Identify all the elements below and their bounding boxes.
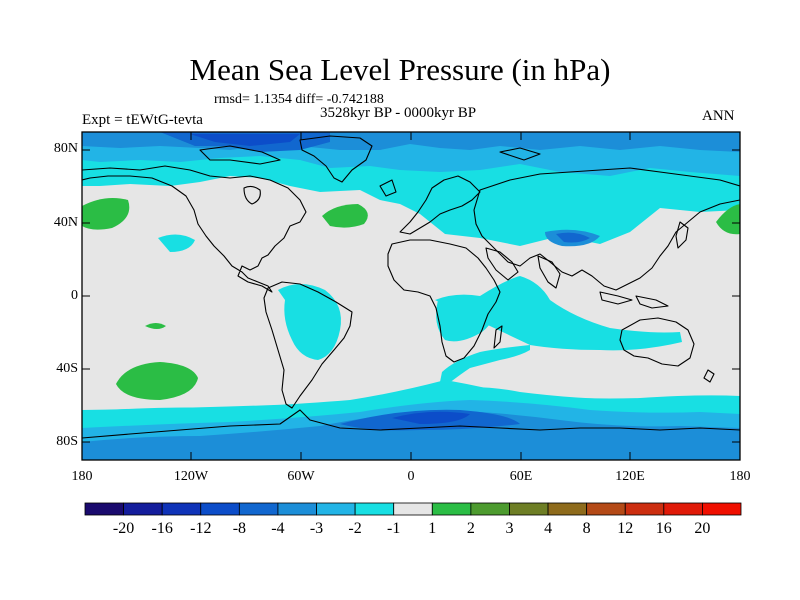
lat-label: 0 bbox=[71, 288, 78, 303]
colorbar-swatch bbox=[354, 502, 395, 516]
colorbar-swatch bbox=[161, 502, 202, 516]
colorbar-swatch bbox=[277, 502, 317, 516]
contour-region bbox=[556, 232, 590, 243]
coastline bbox=[619, 317, 695, 367]
colorbar-swatch bbox=[238, 502, 279, 516]
contour-region bbox=[278, 284, 341, 360]
coastline bbox=[703, 369, 715, 383]
contour-region bbox=[392, 411, 470, 424]
contour-region bbox=[116, 362, 198, 400]
colorbar-tick-label: -2 bbox=[348, 520, 362, 537]
colorbar-swatch bbox=[431, 502, 472, 516]
colorbar-swatch bbox=[624, 502, 665, 516]
stats-label: rmsd= 1.1354 diff= -0.742188 bbox=[214, 92, 384, 107]
lon-label: 60W bbox=[287, 469, 315, 484]
lon-label: 60E bbox=[509, 469, 533, 484]
coastline bbox=[485, 247, 519, 281]
contour-region bbox=[82, 410, 740, 460]
colorbar-swatch bbox=[663, 502, 703, 516]
coastline bbox=[243, 185, 261, 205]
coastline bbox=[675, 221, 689, 249]
colorbar-tick-label: 16 bbox=[655, 520, 672, 537]
coastline bbox=[493, 325, 503, 349]
lat-label: 40N bbox=[53, 215, 78, 230]
period-label: 3528kyr BP - 0000kyr BP bbox=[320, 105, 477, 121]
contour-region bbox=[436, 298, 494, 342]
colorbar-swatch bbox=[84, 502, 124, 516]
coastline bbox=[379, 179, 397, 197]
colorbar-tick-label: -3 bbox=[309, 520, 324, 537]
colorbar-swatch bbox=[200, 502, 240, 516]
contour-region bbox=[82, 198, 130, 230]
coastline bbox=[299, 135, 373, 183]
season-label: ANN bbox=[702, 108, 735, 124]
colorbar-tick-label: 8 bbox=[582, 520, 591, 537]
lon-label: 120E bbox=[615, 469, 645, 484]
contour-region bbox=[322, 204, 368, 228]
coastline bbox=[473, 167, 740, 291]
colorbar-tick-label: 20 bbox=[694, 520, 711, 537]
colorbar-tick-label: -4 bbox=[271, 520, 285, 537]
figure-title: Mean Sea Level Pressure (in hPa) bbox=[189, 52, 611, 87]
colorbar-swatch bbox=[509, 502, 549, 516]
lat-label: 40S bbox=[56, 361, 78, 376]
colorbar-tick-label: 2 bbox=[466, 520, 475, 537]
colorbar-tick-label: 1 bbox=[428, 520, 437, 537]
colorbar-swatch bbox=[316, 502, 356, 516]
coastline bbox=[199, 145, 281, 165]
coastline bbox=[263, 281, 353, 409]
colorbar-swatch bbox=[393, 502, 433, 516]
lon-label: 180 bbox=[729, 469, 751, 484]
lat-label: 80S bbox=[56, 434, 78, 449]
coastline bbox=[387, 239, 501, 363]
colorbar-tick-label: 12 bbox=[617, 520, 634, 537]
experiment-label: Expt = tEWtG-tevta bbox=[82, 112, 203, 128]
coastline bbox=[82, 165, 307, 293]
coastline bbox=[537, 255, 561, 289]
coastline bbox=[635, 295, 669, 309]
contour-region bbox=[145, 323, 166, 329]
colorbar-tick-label: -8 bbox=[232, 520, 247, 537]
colorbar-swatch bbox=[470, 502, 510, 516]
colorbar-tick-label: 4 bbox=[544, 520, 553, 537]
coastline bbox=[399, 175, 481, 235]
colorbar-swatch bbox=[547, 502, 588, 516]
contour-region bbox=[716, 204, 740, 235]
colorbar bbox=[84, 502, 742, 516]
colorbar-swatch bbox=[702, 502, 742, 516]
colorbar-swatch bbox=[586, 502, 626, 516]
axis-ticks bbox=[82, 132, 740, 460]
colorbar-tick-label: -20 bbox=[112, 520, 135, 537]
colorbar-tick-label: 3 bbox=[505, 520, 514, 537]
coastlines bbox=[82, 135, 740, 439]
lon-label: 180 bbox=[71, 469, 93, 484]
coastline bbox=[599, 291, 633, 305]
colorbar-tick-label: -1 bbox=[387, 520, 401, 537]
contour-region bbox=[435, 276, 682, 392]
pressure-field bbox=[82, 132, 740, 460]
lon-label: 0 bbox=[407, 469, 415, 484]
lat-label: 80N bbox=[53, 141, 78, 156]
contour-region bbox=[190, 134, 300, 146]
coastline bbox=[499, 147, 541, 161]
colorbar-tick-label: -16 bbox=[151, 520, 173, 537]
lon-label: 120W bbox=[173, 469, 209, 484]
colorbar-tick-label: -12 bbox=[190, 520, 212, 537]
coastline bbox=[82, 409, 740, 439]
colorbar-swatch bbox=[123, 502, 163, 516]
contour-region bbox=[158, 234, 195, 252]
